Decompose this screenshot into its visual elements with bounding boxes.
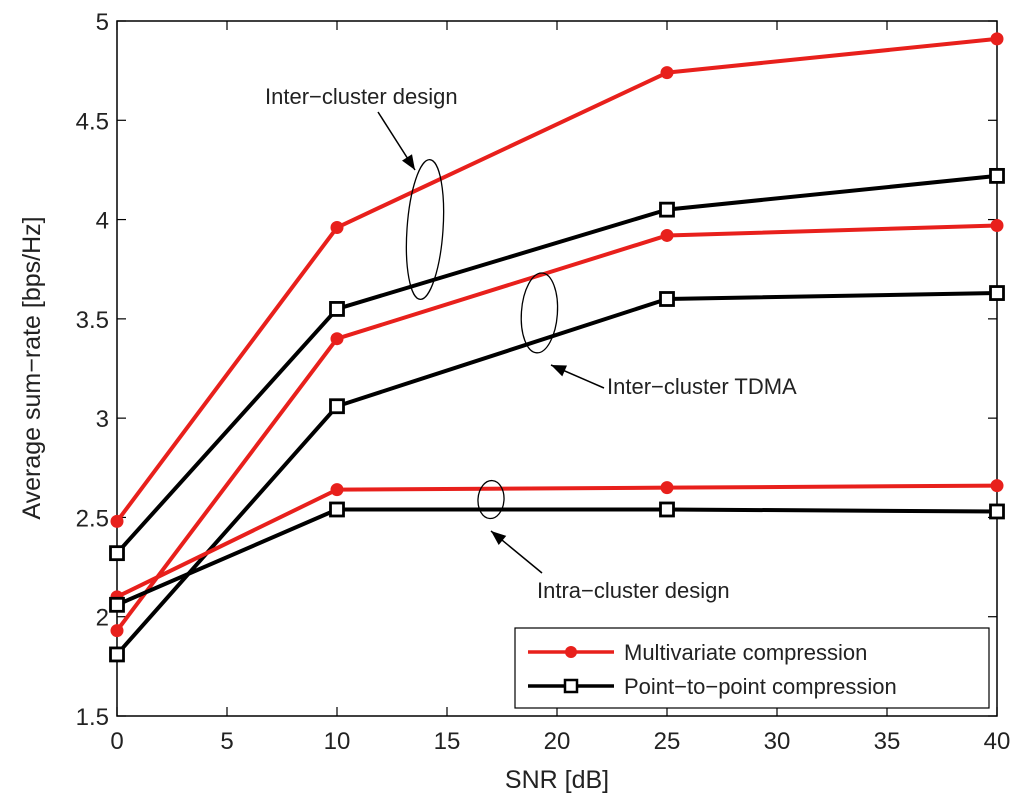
data-point-square (329, 398, 345, 415)
series-line-1 (115, 173, 998, 555)
y-tick-label: 4 (96, 208, 109, 235)
annotation-label-1: Inter−cluster TDMA (607, 374, 797, 399)
legend-label-multivariate: Multivariate compression (624, 640, 867, 665)
x-tick-label: 35 (874, 728, 901, 755)
data-point-circle (660, 228, 674, 242)
legend-marker-point-to-point (563, 678, 579, 694)
data-point-square (329, 501, 345, 518)
data-point-square (989, 503, 1005, 520)
legend: Multivariate compression Point−to−point … (514, 627, 990, 709)
y-tick-label: 3 (96, 406, 109, 433)
data-point-square (659, 201, 675, 218)
data-point-circle (110, 514, 124, 528)
y-tick-label: 5 (96, 9, 109, 36)
x-axis-title: SNR [dB] (505, 766, 609, 794)
series-line-2 (115, 223, 998, 632)
data-point-circle (330, 483, 344, 497)
axis-ticks: 0 5 10 15 20 25 30 35 40 1.5 2 2.5 3 3.5 4 4.5 5 (76, 9, 1011, 755)
x-tick-label: 25 (654, 728, 681, 755)
data-point-circle (330, 221, 344, 235)
data-point-square (329, 301, 345, 317)
series-line-0 (115, 36, 998, 523)
annotation-ellipse-1 (520, 272, 559, 354)
series-line-3 (115, 291, 998, 656)
legend-marker-multivariate (565, 646, 577, 658)
x-tick-label: 40 (984, 728, 1011, 755)
data-point-circle (990, 219, 1004, 233)
x-tick-label: 30 (764, 728, 791, 755)
data-point-circle (110, 624, 124, 638)
x-tick-label: 20 (544, 728, 571, 755)
data-point-square (109, 596, 125, 613)
y-tick-label: 4.5 (76, 108, 109, 135)
y-axis-title: Average sum−rate [bps/Hz] (18, 216, 46, 519)
y-tick-label: 1.5 (76, 704, 109, 731)
annotation-layer: Inter−cluster design Inter−cluster TDMA In… (265, 84, 797, 603)
annotation-arrow-0-head (402, 154, 415, 170)
annotation-arrow-1-head (551, 365, 567, 377)
x-tick-label: 10 (324, 728, 351, 755)
data-point-circle (990, 32, 1004, 46)
x-tick-label: 15 (434, 728, 461, 755)
annotation-ellipse-0 (405, 159, 445, 300)
annotation-ellipse-2 (477, 479, 505, 520)
data-point-square (989, 167, 1005, 184)
y-tick-label: 2.5 (76, 505, 109, 532)
data-point-circle (660, 481, 674, 495)
annotation-label-0: Inter−cluster design (265, 84, 458, 109)
annotation-arrow-2-head (491, 531, 507, 546)
y-tick-label: 3.5 (76, 307, 109, 334)
data-point-square (109, 646, 125, 663)
data-point-square (659, 291, 675, 307)
legend-box (514, 627, 990, 709)
data-point-square (989, 285, 1005, 301)
data-point-square (659, 501, 675, 518)
data-point-circle (660, 66, 674, 80)
annotation-label-2: Intra−cluster design (537, 578, 730, 603)
x-tick-label: 5 (220, 728, 233, 755)
x-tick-label: 0 (110, 728, 123, 755)
legend-label-point-to-point: Point−to−point compression (624, 674, 897, 699)
data-point-circle (330, 332, 344, 346)
y-tick-label: 2 (96, 605, 109, 632)
data-point-square (109, 545, 125, 562)
data-point-circle (990, 479, 1004, 493)
